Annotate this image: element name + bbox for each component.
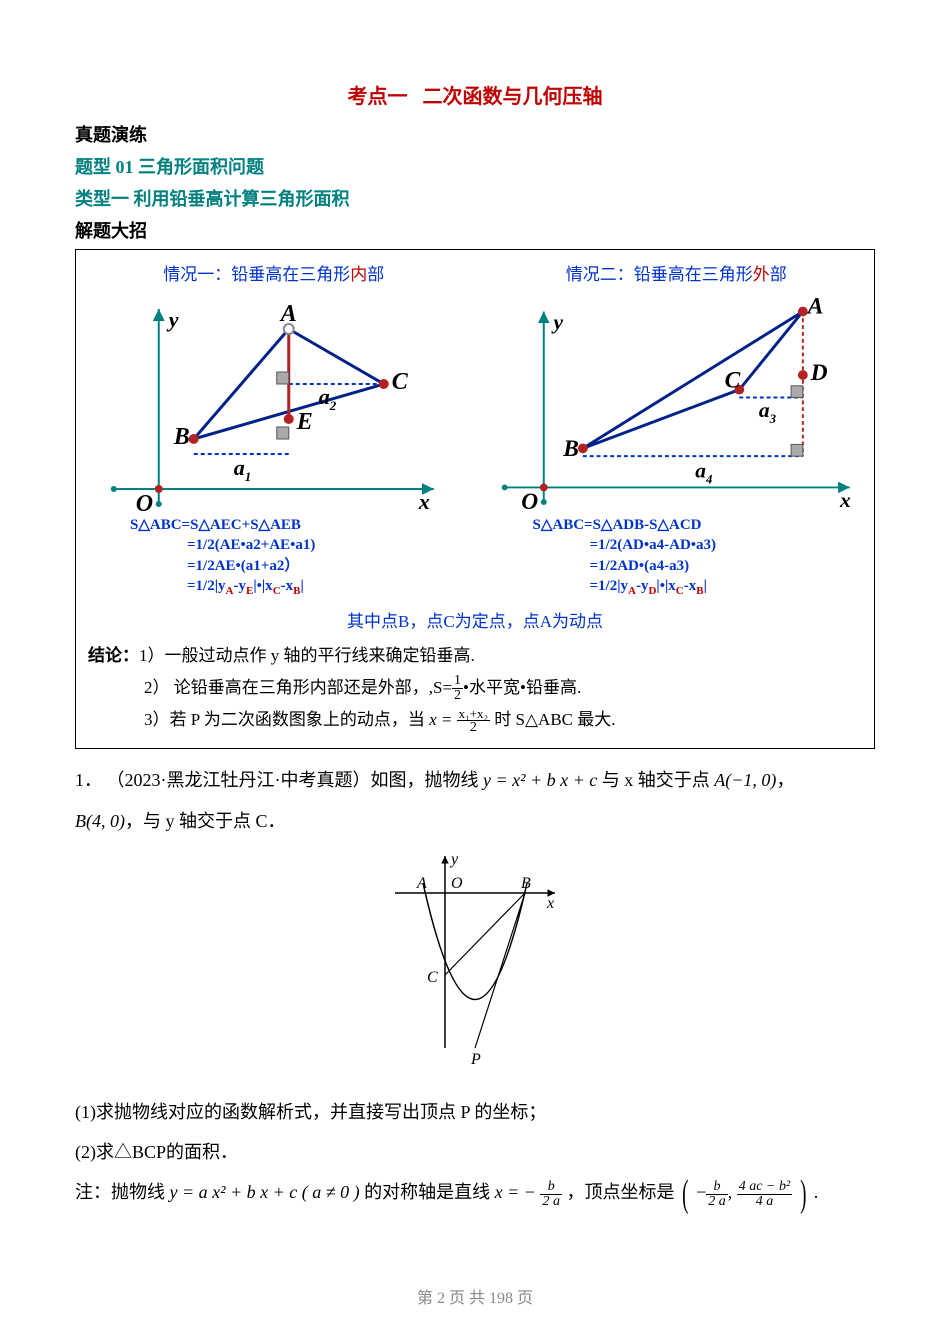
svg-text:x: x xyxy=(546,895,554,912)
svg-text:E: E xyxy=(296,409,313,435)
diagram-case2: 情况二：铅垂高在三角形外部 xyxy=(490,260,862,599)
svg-text:C: C xyxy=(392,369,409,395)
case2-svg: A B C D O x y a3 a4 xyxy=(490,289,862,549)
svg-text:C: C xyxy=(427,969,438,986)
svg-text:B: B xyxy=(173,424,190,450)
svg-text:D: D xyxy=(810,360,828,386)
svg-text:C: C xyxy=(725,368,741,394)
center-note: 其中点B，点C为定点，点A为动点 xyxy=(88,607,862,632)
diagram-case1: 情况一：铅垂高在三角形内部 xyxy=(88,260,460,599)
svg-text:a4: a4 xyxy=(696,459,713,487)
page-footer: 第 2 页 共 198 页 xyxy=(0,1284,950,1308)
type-heading: 类型一 利用铅垂高计算三角形面积 xyxy=(75,185,875,211)
svg-text:B: B xyxy=(563,436,580,462)
svg-text:x: x xyxy=(418,489,430,514)
case1-svg: A B C E O x y a1 a2 xyxy=(88,289,460,549)
svg-text:a2: a2 xyxy=(319,384,337,413)
conclusion: 结论：1）一般过动点作 y 轴的平行线来确定铅垂高. 2） 论铅垂高在三角形内部… xyxy=(88,640,862,737)
concept-frame: 情况一：铅垂高在三角形内部 xyxy=(75,249,875,749)
svg-text:A: A xyxy=(416,875,427,892)
q2: (2)求△BCP的面积． xyxy=(75,1135,875,1169)
svg-text:y: y xyxy=(551,310,564,334)
svg-text:x: x xyxy=(839,488,851,512)
svg-text:y: y xyxy=(166,307,179,332)
svg-text:y: y xyxy=(449,851,459,868)
q1: (1)求抛物线对应的函数解析式，并直接写出顶点 P 的坐标； xyxy=(75,1095,875,1129)
svg-text:O: O xyxy=(451,875,463,892)
svg-text:P: P xyxy=(470,1051,481,1068)
tip-heading: 解题大招 xyxy=(75,217,875,243)
svg-text:O: O xyxy=(522,489,539,515)
note: 注：抛物线 y = a x² + b x + c ( a ≠ 0 ) 的对称轴是… xyxy=(75,1175,875,1211)
page-title: 考点一 二次函数与几何压轴 xyxy=(75,80,875,109)
svg-text:B: B xyxy=(521,875,531,892)
svg-text:O: O xyxy=(136,491,153,517)
problem-1: 1． （2023·黑龙江牡丹江·中考真题）如图，抛物线 y = x² + b x… xyxy=(75,763,875,797)
problem-figure: A B C O P x y xyxy=(75,848,875,1083)
svg-text:A: A xyxy=(806,293,824,319)
topic-heading: 题型 01 三角形面积问题 xyxy=(75,153,875,179)
svg-text:a1: a1 xyxy=(234,455,252,484)
svg-text:a3: a3 xyxy=(759,398,776,426)
practice-heading: 真题演练 xyxy=(75,121,875,147)
svg-text:A: A xyxy=(279,301,297,327)
